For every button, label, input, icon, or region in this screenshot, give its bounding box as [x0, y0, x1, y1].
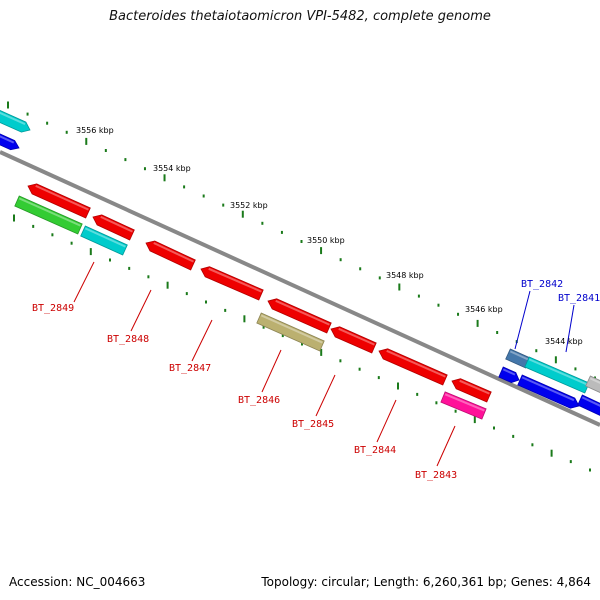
gene-feature: [330, 326, 377, 354]
gene-feature: [0, 133, 20, 151]
gene-arrow: [256, 312, 325, 352]
gene-label-leader: [565, 304, 575, 353]
ruler-label: 3554 kbp: [153, 164, 191, 173]
gene-label-leader: [191, 319, 213, 362]
gene-arrow-highlight: [386, 349, 446, 378]
gene-feature: [267, 298, 332, 334]
gene-feature: [378, 348, 448, 386]
gene-arrow-highlight: [208, 267, 262, 293]
gene-feature: [80, 225, 128, 256]
gene-label-leader: [73, 261, 95, 303]
map-title: Bacteroides thetaiotaomicron VPI-5482, c…: [109, 9, 491, 24]
gene-feature: [27, 183, 91, 219]
gene-label-leader: [130, 289, 152, 332]
gene-feature: [256, 312, 325, 352]
gene-arrow-highlight: [444, 393, 485, 412]
gene-arrow-highlight: [153, 242, 194, 263]
gene-features: [0, 110, 600, 420]
gene-label: BT_2846: [238, 395, 280, 406]
gene-arrow-highlight: [509, 350, 529, 361]
ruler-label: 3550 kbp: [307, 236, 345, 245]
gene-arrow: [517, 374, 580, 409]
ruler-label: 3552 kbp: [230, 201, 268, 210]
gene-labels: BT_2849 BT_2848 BT_2847 BT_2846 BT_2845 BT_28…: [32, 279, 600, 481]
gene-arrow: [0, 110, 31, 133]
label-leaders: [73, 261, 575, 467]
gene-feature: [577, 394, 600, 416]
gene-arrow-highlight: [502, 368, 516, 376]
gene-label: BT_2841: [558, 293, 600, 304]
gene-arrow: [585, 375, 600, 393]
gene-label: BT_2847: [169, 363, 211, 374]
gene-arrow-highlight: [0, 111, 26, 125]
gene-arrow-highlight: [589, 377, 600, 384]
gene-feature: [0, 110, 31, 133]
ruler-label: 3556 kbp: [76, 126, 114, 135]
gene-label-leader: [376, 399, 397, 443]
gene-arrow-highlight: [459, 379, 490, 395]
gene-arrow: [577, 394, 600, 416]
gene-label: BT_2843: [415, 470, 457, 481]
gene-feature: [14, 195, 83, 235]
accession-text: Accession: NC_004663: [9, 575, 146, 589]
gene-arrow: [505, 348, 531, 369]
gene-arrow: [92, 214, 135, 241]
gene-label: BT_2849: [32, 303, 74, 314]
gene-feature: [145, 240, 196, 271]
gene-arrow: [378, 348, 448, 386]
gene-feature: [440, 391, 487, 420]
gene-arrow-highlight: [100, 216, 133, 233]
gene-arrow-highlight: [0, 135, 15, 144]
gene-arrow: [330, 326, 377, 354]
gene-arrow: [14, 195, 83, 235]
gene-label: BT_2842: [521, 279, 563, 290]
gene-label-leader: [261, 349, 282, 393]
gene-arrow-highlight: [18, 197, 81, 227]
gene-label-leader: [514, 290, 531, 350]
gene-arrow: [451, 378, 492, 403]
gene-arrow: [80, 225, 128, 256]
gene-feature: [517, 374, 580, 409]
gene-arrow-highlight: [521, 376, 575, 402]
gene-feature: [585, 375, 600, 393]
gene-arrow: [200, 266, 264, 301]
gene-arrow-highlight: [528, 358, 588, 386]
ruler-label: 3546 kbp: [465, 305, 503, 314]
gene-arrow: [267, 298, 332, 334]
gene-label: BT_2844: [354, 445, 396, 456]
gene-arrow-highlight: [338, 327, 375, 346]
gene-arrow-highlight: [581, 396, 600, 407]
genome-backbone: [0, 150, 600, 427]
gene-arrow: [440, 391, 487, 420]
gene-arrow-highlight: [35, 185, 89, 211]
gene-arrow: [524, 356, 590, 394]
topology-summary: Topology: circular; Length: 6,260,361 bp…: [261, 575, 591, 589]
gene-feature: [200, 266, 264, 301]
gene-label-leader: [315, 374, 336, 417]
gene-feature: [524, 356, 590, 394]
gene-arrow: [27, 183, 91, 219]
gene-arrow-highlight: [84, 227, 126, 248]
gene-label: BT_2845: [292, 419, 334, 430]
gene-arrow-highlight: [260, 314, 323, 344]
gene-arrow-highlight: [275, 299, 330, 326]
ruler-labels: 3556 kbp 3554 kbp 3552 kbp 3550 kbp 3548 kbp…: [76, 126, 583, 346]
ruler-label: 3544 kbp: [545, 337, 583, 346]
tick-marks: [7, 101, 596, 472]
gene-arrow: [145, 240, 196, 271]
gene-feature: [498, 366, 520, 384]
gene-arrow: [0, 133, 20, 151]
gene-feature: [505, 348, 531, 369]
ruler-label: 3548 kbp: [386, 271, 424, 280]
gene-label-leader: [436, 425, 456, 467]
gene-feature: [92, 214, 135, 241]
gene-label: BT_2848: [107, 334, 149, 345]
gene-feature: [451, 378, 492, 403]
gene-arrow: [498, 366, 520, 384]
